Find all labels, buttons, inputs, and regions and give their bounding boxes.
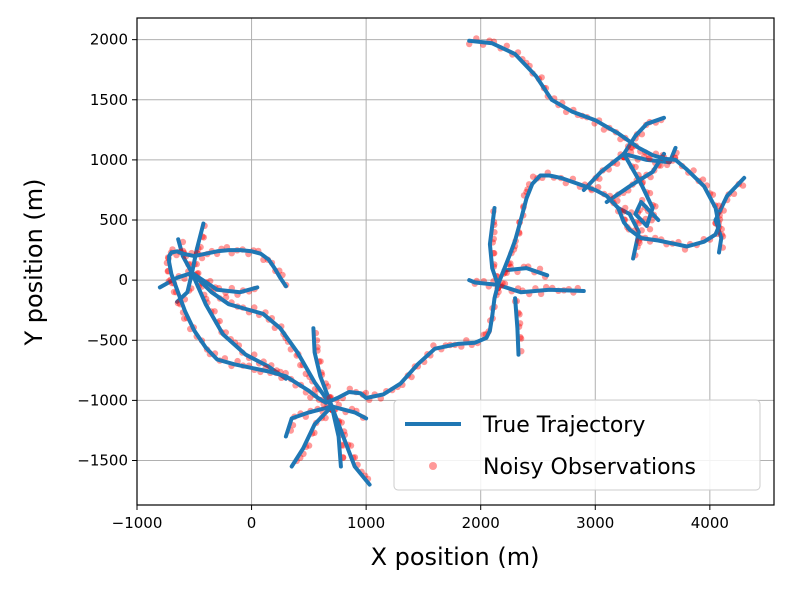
observation-point	[614, 197, 621, 204]
trajectory-branch-line	[157, 270, 194, 290]
true-trajectory-line	[167, 38, 721, 405]
x-tick-label: 1000	[347, 514, 385, 532]
trajectory-branch-line	[329, 404, 343, 469]
y-tick-label: −1000	[77, 391, 128, 409]
y-tick-label: 2000	[90, 31, 128, 49]
trajectory-branch-line	[176, 237, 194, 275]
trajectory-branch-line	[604, 151, 666, 204]
observation-point	[739, 182, 747, 189]
legend: True Trajectory Noisy Observations	[393, 399, 761, 491]
x-tick-label: 2000	[462, 514, 500, 532]
observation-point	[307, 394, 314, 401]
legend-label-noisy-observations: Noisy Observations	[483, 455, 696, 480]
trajectory-branch-line	[190, 270, 288, 381]
trajectory-branch-line	[311, 326, 334, 409]
trajectory-branch-line	[467, 278, 500, 287]
legend-box	[393, 399, 761, 491]
observation-point	[305, 442, 313, 449]
x-axis-label: X position (m)	[371, 543, 540, 571]
observation-point	[211, 308, 218, 315]
trajectory-branch-line	[621, 115, 666, 156]
trajectory-branch-line	[616, 206, 641, 261]
y-tick-label: 1000	[90, 151, 128, 169]
y-axis-label: Y position (m)	[20, 178, 48, 346]
trajectory-branch-line	[190, 270, 260, 295]
series-layer	[163, 35, 725, 408]
trajectory-branch-line	[513, 296, 521, 357]
legend-label-true-trajectory: True Trajectory	[482, 413, 645, 438]
x-axis-ticks: −1000 0 1000 2000 3000 4000	[112, 505, 729, 532]
trajectory-branch-line	[713, 175, 747, 222]
trajectory-branch-line	[329, 404, 372, 487]
trajectory-branch-line	[621, 151, 661, 228]
observation-point	[529, 173, 537, 180]
x-tick-label: 4000	[691, 514, 729, 532]
observation-point	[646, 155, 653, 162]
trajectory-branch-line	[501, 266, 550, 278]
observation-point	[646, 226, 654, 233]
y-tick-label: 1500	[90, 91, 128, 109]
legend-marker-swatch	[429, 462, 437, 470]
y-tick-label: −500	[87, 331, 128, 349]
trajectory-branch-line	[495, 282, 586, 295]
y-tick-label: −1500	[77, 452, 128, 470]
x-tick-label: 0	[247, 514, 257, 532]
y-tick-label: 0	[118, 271, 128, 289]
trajectory-branch-line	[581, 151, 626, 192]
trajectory-branch-line	[487, 206, 500, 287]
plot-frame	[136, 17, 775, 506]
trajectory-branch-line	[329, 404, 369, 421]
y-axis-ticks: −1500 −1000 −500 0 500 1000 1500 2000	[77, 31, 137, 470]
trajectory-branch-line	[283, 404, 334, 439]
trajectory-branch-line	[289, 404, 334, 469]
y-tick-label: 500	[99, 211, 128, 229]
trajectory-branch-line	[190, 270, 334, 409]
x-tick-label: −1000	[112, 514, 163, 532]
trajectory-branch-line	[190, 221, 206, 275]
x-tick-label: 3000	[576, 514, 614, 532]
